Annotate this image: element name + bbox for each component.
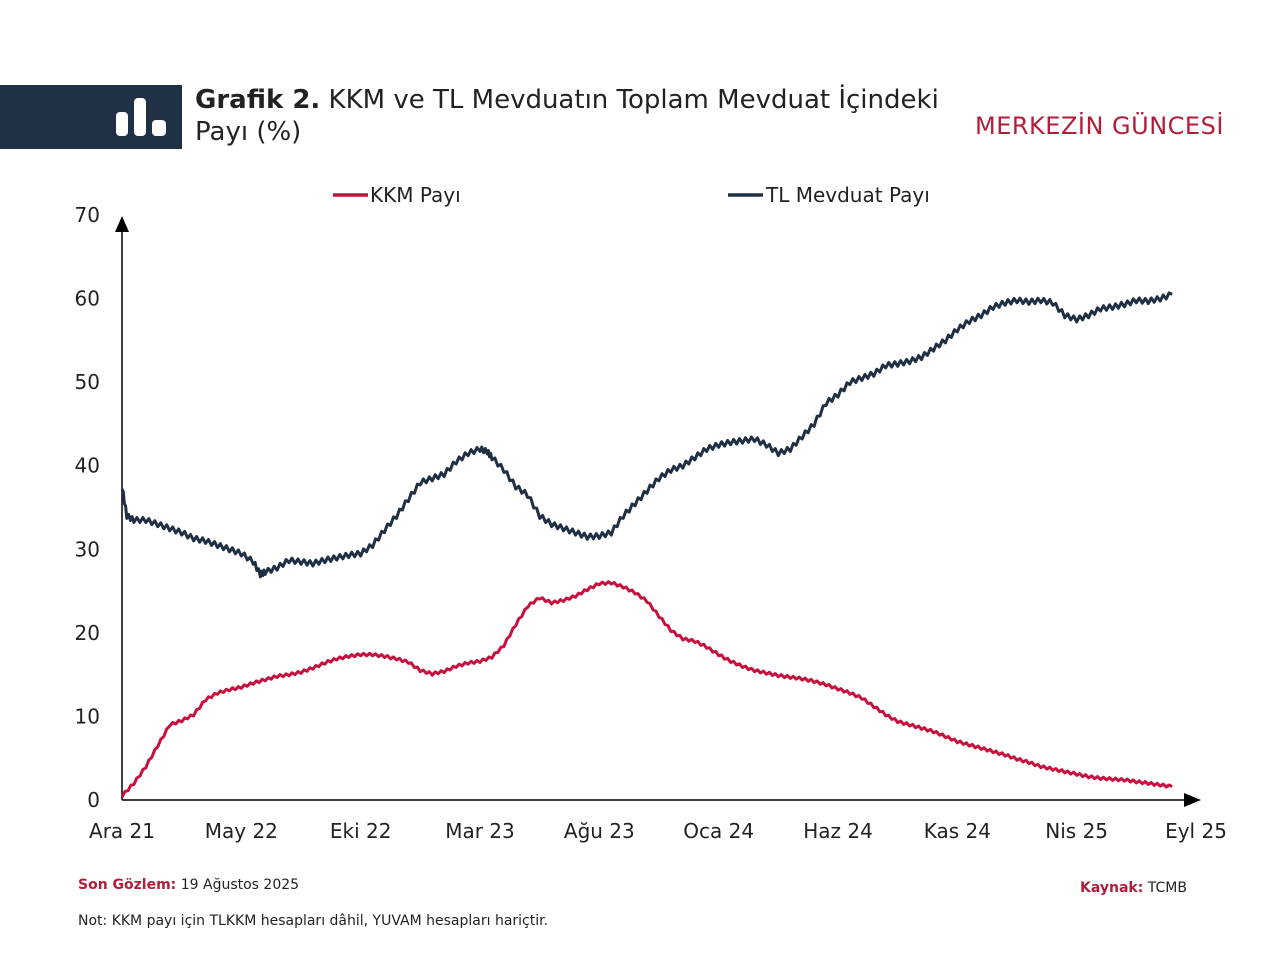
last-observation: Son Gözlem: 19 Ağustos 2025 (78, 877, 299, 893)
x-tick-label: Oca 24 (683, 819, 754, 843)
bar-chart-icon (116, 98, 166, 136)
y-tick-label: 0 (87, 788, 100, 812)
header-bar (0, 85, 182, 149)
series-line-tl-mevduat (120, 291, 1173, 579)
x-tick-label: Ara 21 (89, 819, 155, 843)
x-tick-label: Kas 24 (924, 819, 991, 843)
last-observation-value: 19 Ağustos 2025 (176, 877, 300, 893)
y-tick-label: 10 (75, 704, 100, 728)
chart-title: Grafik 2. KKM ve TL Mevduatın Toplam Mev… (195, 84, 955, 148)
x-axis-arrow (1184, 793, 1201, 807)
y-axis-arrow (115, 216, 129, 232)
x-tick-label: Eki 22 (330, 819, 392, 843)
source: Kaynak: TCMB (1080, 880, 1187, 896)
y-tick-label: 40 (75, 454, 100, 478)
footnote: Not: KKM payı için TLKKM hesapları dâhil… (78, 913, 549, 929)
brand-logo: MERKEZİN GÜNCESİ (975, 112, 1224, 140)
x-tick-label: Nis 25 (1045, 819, 1108, 843)
title-prefix: Grafik 2. (195, 85, 321, 115)
y-tick-label: 60 (75, 287, 100, 311)
source-label: Kaynak: (1080, 880, 1144, 896)
y-tick-label: 30 (75, 537, 100, 561)
x-tick-label: Haz 24 (803, 819, 873, 843)
legend-label: KKM Payı (370, 183, 461, 207)
source-value: TCMB (1143, 880, 1187, 896)
x-tick-label: Ağu 23 (564, 819, 635, 843)
y-tick-label: 50 (75, 370, 100, 394)
x-tick-label: May 22 (205, 819, 278, 843)
last-observation-label: Son Gözlem: (78, 877, 177, 893)
series-line-kkm (120, 580, 1173, 798)
x-tick-label: Mar 23 (445, 819, 515, 843)
title-text: KKM ve TL Mevduatın Toplam Mevduat İçind… (195, 85, 939, 147)
y-tick-label: 70 (75, 203, 100, 227)
legend-label: TL Mevduat Payı (765, 183, 930, 207)
y-tick-label: 20 (75, 621, 100, 645)
x-tick-label: Eyl 25 (1165, 819, 1227, 843)
